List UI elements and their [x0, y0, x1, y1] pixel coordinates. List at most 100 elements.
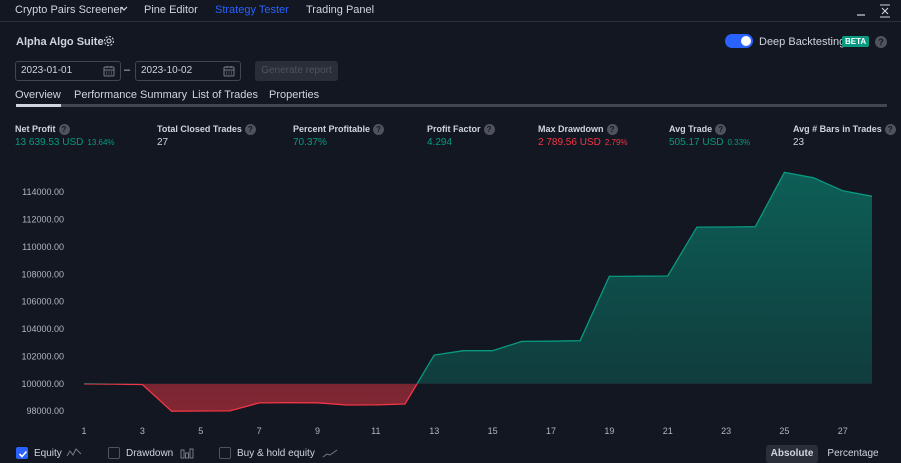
- equity-line-positive: [84, 171, 873, 384]
- x-tick-label: 7: [257, 426, 262, 436]
- info-icon[interactable]: ?: [715, 123, 727, 135]
- buy-hold-checkbox[interactable]: [219, 447, 231, 459]
- avg-trade-value: 505.17 USD: [669, 137, 724, 148]
- tab-properties[interactable]: Properties: [269, 89, 320, 101]
- tab-pine-editor[interactable]: Pine Editor: [144, 4, 198, 16]
- x-tick-label: 21: [663, 426, 673, 436]
- metric-profit-factor: Profit Factor? 4.294: [427, 123, 495, 148]
- equity-point: [345, 403, 349, 407]
- y-axis: 98000.00 100000.00 102000.00 104000.00 10600…: [21, 187, 64, 416]
- x-tick-label: 13: [429, 426, 439, 436]
- tab-crypto-pairs-screener[interactable]: Crypto Pairs Screener: [15, 4, 124, 16]
- toggle-knob: [741, 36, 751, 46]
- equity-point: [870, 194, 874, 198]
- equity-line-negative: [83, 383, 418, 412]
- equity-point: [724, 225, 728, 229]
- equity-point: [578, 339, 582, 343]
- minimize-panel-icon[interactable]: [856, 8, 866, 16]
- metric-value: 505.17 USD 0.33%: [669, 137, 750, 148]
- x-axis: 1 3 5 7 9 11 13 15 17 19 21 23 25 27: [81, 426, 847, 436]
- metric-value: 13 639.53 USD 13.64%: [15, 137, 115, 148]
- equity-point: [199, 409, 203, 413]
- y-tick-label: 102000.00: [21, 351, 64, 361]
- tab-strategy-tester[interactable]: Strategy Tester: [215, 4, 289, 16]
- total-closed-trades-value: 27: [157, 137, 169, 148]
- x-tick-label: 25: [779, 426, 789, 436]
- start-date-field[interactable]: 2023-01-01: [15, 61, 121, 81]
- generate-report-button[interactable]: Generate report: [255, 61, 338, 81]
- metric-max-drawdown: Max Drawdown? 2 789.56 USD 2.79%: [538, 123, 628, 148]
- equity-point: [286, 401, 290, 405]
- line-series-icon: [322, 449, 338, 458]
- equity-point: [491, 349, 495, 353]
- equity-point: [170, 409, 174, 413]
- calendar-icon[interactable]: [223, 65, 235, 77]
- equity-point: [695, 225, 699, 229]
- info-icon[interactable]: ?: [606, 123, 618, 135]
- calendar-icon[interactable]: [103, 65, 115, 77]
- equity-point: [461, 349, 465, 353]
- equity-point: [782, 170, 786, 174]
- equity-point: [257, 401, 261, 405]
- drawdown-checkbox[interactable]: [108, 447, 120, 459]
- x-tick-label: 19: [604, 426, 614, 436]
- metric-label: Net Profit: [15, 124, 56, 134]
- equity-point: [666, 274, 670, 278]
- subtabs-divider: [16, 104, 887, 107]
- y-tick-label: 100000.00: [21, 379, 64, 389]
- equity-point: [841, 189, 845, 193]
- metric-label: Avg # Bars in Trades: [793, 124, 882, 134]
- info-icon[interactable]: ?: [58, 123, 70, 135]
- drawdown-label: Drawdown: [126, 448, 174, 459]
- info-icon[interactable]: ?: [373, 123, 385, 135]
- maximize-panel-icon[interactable]: [879, 4, 891, 18]
- x-tick-label: 23: [721, 426, 731, 436]
- bars-icon: [180, 448, 194, 459]
- x-tick-label: 27: [838, 426, 848, 436]
- help-icon[interactable]: ?: [875, 36, 887, 48]
- metric-label: Profit Factor: [427, 124, 481, 134]
- x-tick-label: 17: [546, 426, 556, 436]
- gear-icon[interactable]: [103, 35, 115, 47]
- percentage-button[interactable]: Percentage: [827, 448, 879, 459]
- equity-point: [432, 353, 436, 357]
- y-tick-label: 106000.00: [21, 297, 64, 307]
- x-tick-label: 1: [81, 426, 86, 436]
- equity-chart[interactable]: 98000.00 100000.00 102000.00 104000.00 10600…: [0, 150, 901, 440]
- equity-point: [111, 382, 115, 386]
- info-icon[interactable]: ?: [884, 123, 896, 135]
- equity-checkbox[interactable]: [16, 447, 28, 459]
- x-tick-label: 9: [315, 426, 320, 436]
- x-tick-label: 15: [488, 426, 498, 436]
- y-tick-label: 108000.00: [21, 269, 64, 279]
- avg-bars-value: 23: [793, 137, 805, 148]
- tab-overview[interactable]: Overview: [15, 89, 61, 101]
- x-tick-label: 3: [140, 426, 145, 436]
- info-icon[interactable]: ?: [483, 123, 495, 135]
- deep-backtesting-toggle[interactable]: [725, 34, 753, 48]
- net-profit-value: 13 639.53 USD: [15, 137, 84, 148]
- metric-avg-bars: Avg # Bars in Trades? 23: [793, 123, 896, 148]
- equity-point: [315, 401, 319, 405]
- x-tick-label: 11: [371, 426, 380, 436]
- y-tick-label: 110000.00: [22, 242, 64, 252]
- absolute-button[interactable]: Absolute: [766, 445, 818, 463]
- info-icon[interactable]: ?: [244, 123, 256, 135]
- net-profit-pct: 13.64%: [87, 138, 115, 147]
- percent-profitable-value: 70.37%: [293, 137, 327, 148]
- end-date-field[interactable]: 2023-10-02: [135, 61, 241, 81]
- tab-trading-panel[interactable]: Trading Panel: [306, 4, 375, 16]
- metric-label: Avg Trade: [669, 124, 713, 134]
- equity-area-positive: [417, 172, 872, 384]
- x-tick-label: 5: [198, 426, 203, 436]
- tab-performance-summary[interactable]: Performance Summary: [74, 89, 188, 101]
- tab-list-of-trades[interactable]: List of Trades: [192, 89, 259, 101]
- equity-point: [82, 382, 86, 386]
- metric-label: Percent Profitable: [293, 124, 371, 134]
- chevron-down-icon[interactable]: [119, 3, 129, 13]
- avg-trade-pct: 0.33%: [727, 138, 751, 147]
- equity-point: [637, 274, 641, 278]
- equity-label: Equity: [34, 448, 62, 459]
- bottom-panel-tabbar: Crypto Pairs Screener Pine Editor Strate…: [0, 0, 901, 22]
- equity-point: [812, 176, 816, 180]
